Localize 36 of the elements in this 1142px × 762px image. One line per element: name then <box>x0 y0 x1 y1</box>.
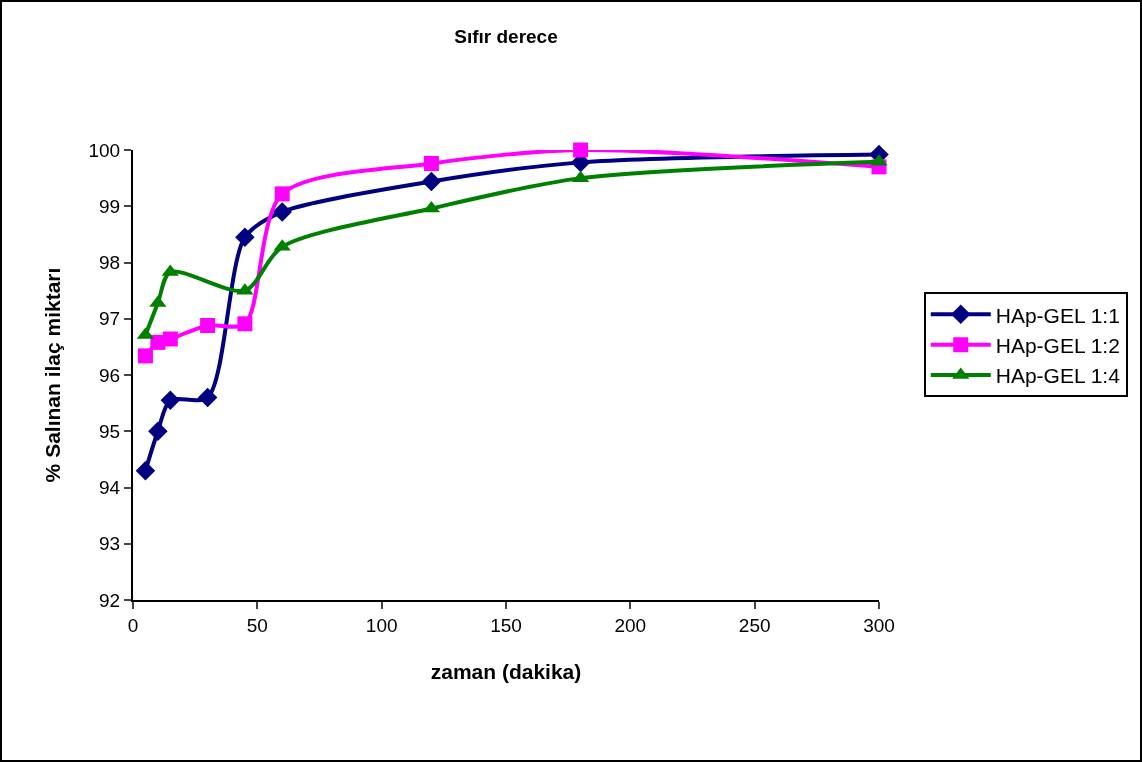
y-tick-label: 97 <box>99 308 121 330</box>
x-tick-label: 0 <box>127 614 139 636</box>
x-tick-label: 300 <box>863 614 895 636</box>
chart-title: Sıfır derece <box>454 26 558 48</box>
x-tick-label: 100 <box>365 614 398 636</box>
y-tick-label: 94 <box>99 477 121 499</box>
point <box>162 331 178 347</box>
point <box>160 390 181 411</box>
y-tick-label: 93 <box>99 533 121 555</box>
y-tick-label: 98 <box>99 252 121 274</box>
legend-label: HAp-GEL 1:2 <box>995 333 1120 357</box>
y-tick-label: 96 <box>99 364 121 386</box>
point <box>573 142 589 158</box>
point <box>148 421 168 441</box>
point <box>200 318 216 333</box>
legend-label: HAp-GEL 1:1 <box>995 303 1120 327</box>
legend-label: HAp-GEL 1:4 <box>995 364 1121 388</box>
point <box>235 227 255 247</box>
y-tick-label: 100 <box>88 139 121 161</box>
y-axis-title: % Salınan ilaç miktarı <box>41 267 65 483</box>
x-tick-label: 250 <box>738 614 771 636</box>
y-tick-label: 95 <box>99 420 121 442</box>
point <box>272 202 292 222</box>
x-tick-label: 150 <box>490 614 522 636</box>
point <box>423 156 439 171</box>
point <box>237 316 253 332</box>
point <box>421 171 442 192</box>
x-axis-title: zaman (dakika) <box>430 660 582 684</box>
x-tick-label: 50 <box>246 614 268 636</box>
point <box>197 387 218 408</box>
y-tick-label: 99 <box>99 195 121 217</box>
x-tick-label: 200 <box>614 614 647 636</box>
point <box>135 460 156 481</box>
point <box>274 186 290 202</box>
y-tick-label: 92 <box>99 589 121 611</box>
point <box>137 348 153 364</box>
